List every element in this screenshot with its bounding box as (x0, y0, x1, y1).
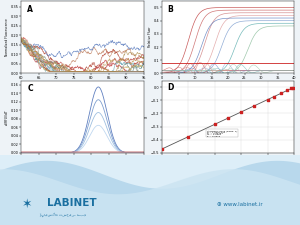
X-axis label: Tc: Tc (81, 160, 84, 164)
Point (212, 122, 217, 126)
Point (226, 116, 230, 120)
Text: ✶: ✶ (22, 198, 32, 211)
X-axis label: Concentration: Concentration (218, 160, 239, 164)
Text: ⊕ www.labinet.ir: ⊕ www.labinet.ir (217, 202, 263, 207)
Text: LABINET: LABINET (47, 198, 97, 208)
Point (278, 92, 283, 95)
Point (285, 88, 290, 92)
Text: C: C (27, 84, 33, 93)
Text: A: A (27, 4, 33, 13)
Polygon shape (0, 169, 300, 225)
Point (160, 147, 164, 151)
Point (290, 86, 295, 90)
Y-axis label: Normalized Fluorescence: Normalized Fluorescence (5, 18, 9, 56)
Text: Standard curve (slope: 1)
R = 1.06e+001
R² = 0.99757
m = 0.0364
E = 0.0312: Standard curve (slope: 1) R = 1.06e+001 … (207, 130, 237, 137)
X-axis label: R: R (81, 81, 84, 85)
Y-axis label: Relative Fluor: Relative Fluor (148, 27, 152, 47)
Text: D: D (167, 83, 174, 92)
Point (252, 104, 257, 108)
Point (239, 110, 244, 114)
X-axis label: Cycle: Cycle (223, 81, 233, 85)
Y-axis label: Ct: Ct (145, 115, 149, 118)
Point (265, 98, 270, 101)
Polygon shape (0, 161, 300, 225)
Point (272, 95, 277, 98)
Point (289, 87, 294, 90)
Text: B: B (167, 4, 173, 13)
Text: آزمایشگاه تشخیص طبی: آزمایشگاه تشخیص طبی (39, 213, 87, 217)
Y-axis label: -d(RFU)/dT: -d(RFU)/dT (5, 109, 9, 125)
Point (186, 135, 191, 138)
